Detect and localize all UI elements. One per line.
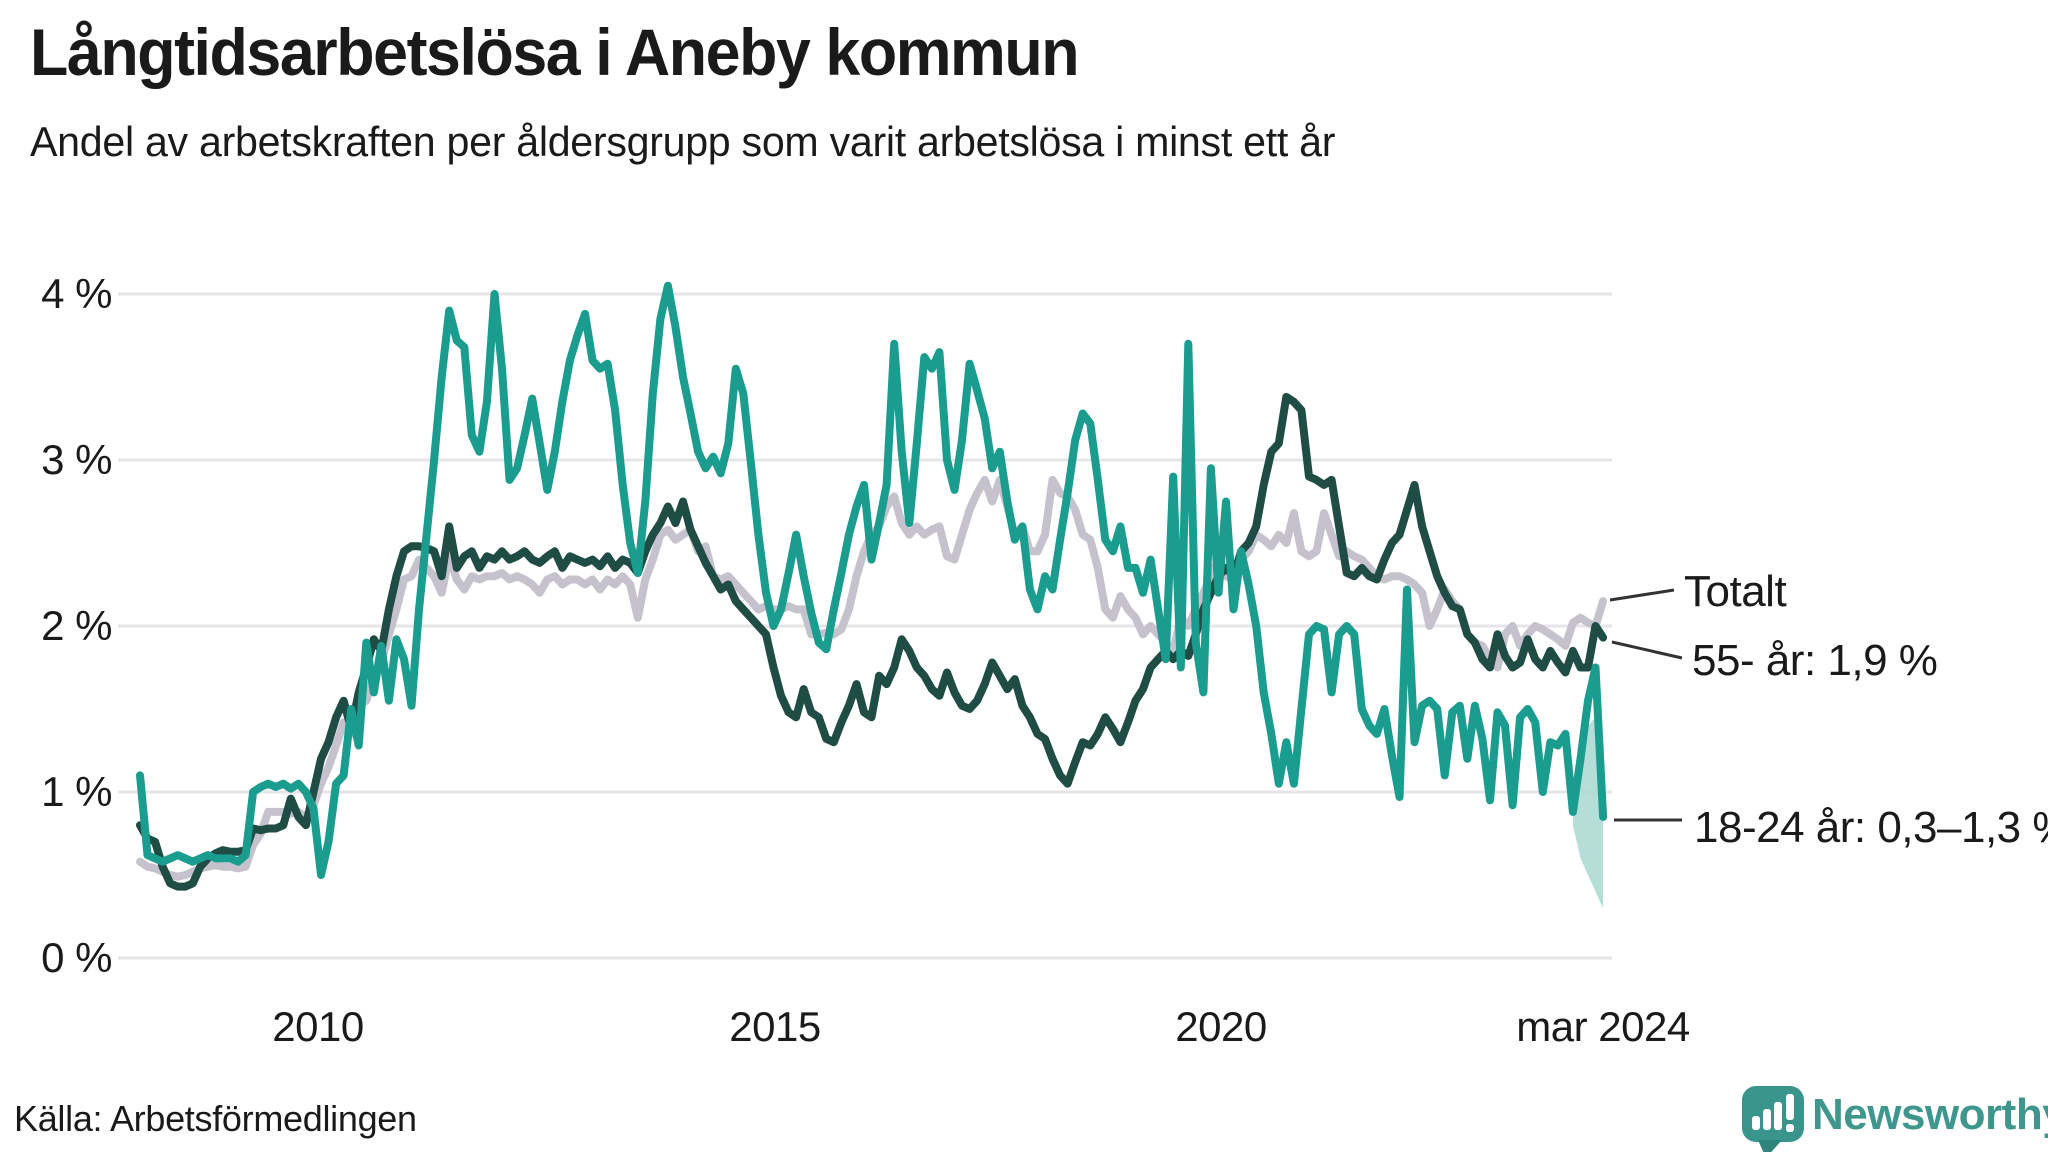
line-55-r (136, 392, 1608, 891)
y-tick-3: 3 % (41, 436, 112, 483)
line-18-24-r (136, 281, 1608, 879)
y-tick-2: 2 % (41, 602, 112, 649)
y-tick-0: 0 % (41, 934, 112, 981)
chart-subtitle: Andel av arbetskraften per åldersgrupp s… (30, 118, 1336, 165)
annotation-18-24-ar: 18-24 år: 0,3–1,3 % (1694, 803, 2048, 852)
x-tick-mar-2024: mar 2024 (1516, 1003, 1690, 1050)
55-connector-line (1611, 640, 1683, 660)
source-credit: Källa: Arbetsförmedlingen (14, 1098, 417, 1139)
x-tick-2020: 2020 (1175, 1003, 1267, 1050)
y-tick-1: 1 % (41, 768, 112, 815)
page-title: Långtidsarbetslösa i Aneby kommun (30, 15, 1080, 89)
y-tick-4: 4 % (41, 270, 112, 317)
x-tick-2010: 2010 (272, 1003, 364, 1050)
newsworthy-logo-icon (1742, 1086, 1804, 1152)
newsworthy-wordmark: Newsworthy (1812, 1090, 2048, 1139)
totalt-connector-line (1609, 588, 1675, 602)
annotation-55-ar: 55- år: 1,9 % (1692, 636, 1938, 685)
x-tick-2015: 2015 (729, 1003, 821, 1050)
annotation-totalt: Totalt (1684, 567, 1787, 616)
